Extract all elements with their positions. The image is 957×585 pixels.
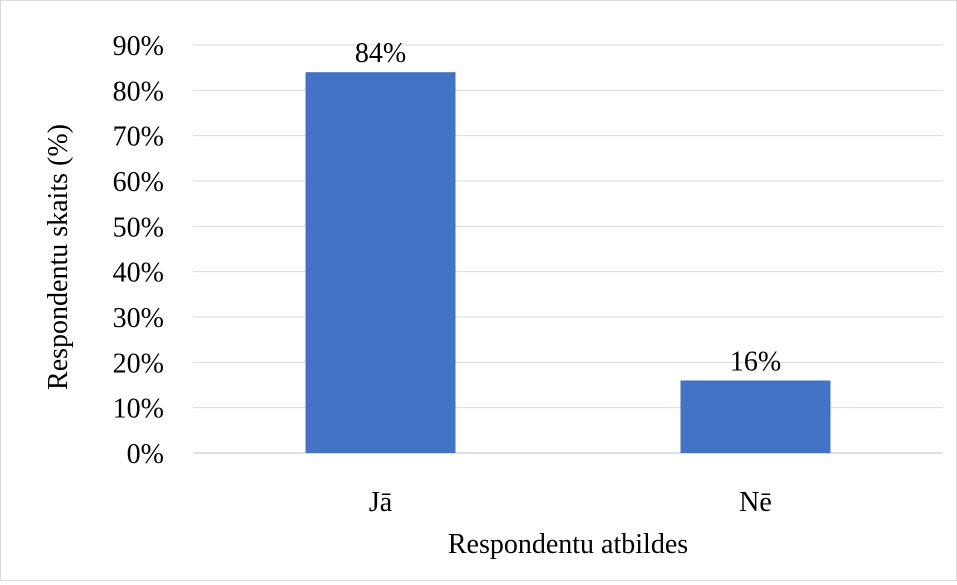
y-tick-label: 50% [113,212,164,243]
data-label: 84% [355,38,406,69]
y-tick-label: 60% [113,167,164,198]
x-tick-label: Jā [369,487,393,518]
x-tick-label: Nē [739,487,772,518]
data-labels: 84% 16% [355,38,781,377]
x-axis-title: Respondentu atbildes [448,529,688,560]
y-tick-label: 20% [113,348,164,379]
bar [305,72,456,453]
y-tick-label: 70% [113,122,164,153]
y-tick-label: 0% [127,439,164,470]
bar [680,380,831,453]
bars [305,72,831,453]
y-tick-label: 30% [113,303,164,334]
y-tick-label: 10% [113,394,164,425]
y-axis-title: Respondentu skaits (%) [43,124,74,390]
y-axis-tick-labels: 0% 10% 20% 30% 40% 50% 60% 70% 80% 90% [113,31,164,470]
y-tick-label: 80% [113,76,164,107]
x-axis-tick-labels: Jā Nē [369,487,772,518]
y-tick-label: 90% [113,31,164,62]
data-label: 16% [730,346,781,377]
y-tick-label: 40% [113,258,164,289]
